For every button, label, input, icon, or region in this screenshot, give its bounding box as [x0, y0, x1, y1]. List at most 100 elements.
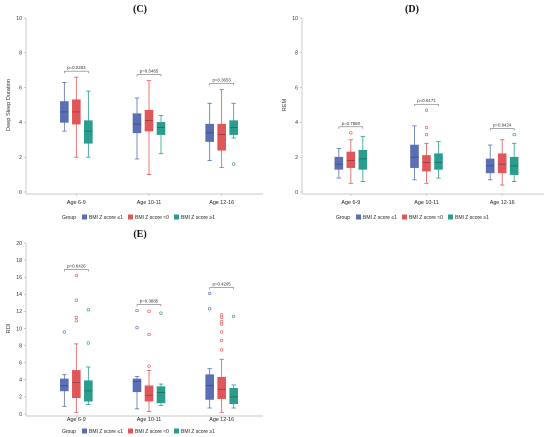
box-1 [334, 148, 344, 179]
box-3 [156, 115, 166, 155]
p-value-bracket [414, 103, 439, 107]
y-tick-label: 4 [19, 378, 22, 384]
x-tick-label: Age 10-11 [414, 200, 438, 206]
y-tick-label: 8 [19, 51, 22, 57]
legend-swatch [356, 214, 361, 220]
p-value-bracket [64, 269, 89, 272]
outlier-point [220, 338, 224, 343]
p-value-label: p=0.3885 [140, 299, 159, 304]
p-value-bracket [209, 83, 234, 86]
box-body [358, 149, 368, 170]
box-2 [144, 309, 154, 412]
panel-title: (D) [405, 4, 419, 15]
box-body [217, 123, 226, 151]
legend-label: BMI Z score ≈0 [135, 215, 169, 221]
p-value-bracket [136, 74, 162, 77]
outlier-point [62, 330, 66, 334]
legend-title: Group [336, 215, 350, 221]
box-2 [72, 76, 81, 158]
panel-d: (D) 0 2 4 6 8 10 REM Age 6-9 p=0.7660 Age 10-11 p=0… [282, 4, 544, 221]
y-tick-label: 10 [292, 16, 298, 22]
box-body [132, 378, 142, 393]
box-2 [346, 131, 356, 184]
outlier-point [135, 308, 139, 313]
box-body [60, 378, 69, 392]
outlier-point [135, 326, 139, 330]
x-tick-label: Age 6-9 [67, 200, 86, 206]
p-value-label: p=0.6426 [67, 263, 86, 268]
y-tick-label: 4 [19, 120, 22, 126]
outlier-point [220, 315, 224, 319]
outlier-point [232, 162, 236, 166]
box-1 [132, 97, 142, 160]
y-tick-label: 12 [16, 309, 22, 315]
x-tick-label: Age 12-16 [209, 200, 234, 206]
outlier-point [74, 319, 78, 323]
y-tick-label: 0 [19, 190, 22, 196]
box-3 [84, 90, 93, 158]
y-tick-label: 6 [19, 361, 22, 367]
legend-label: BMI Z score ≤1 [89, 429, 123, 435]
legend-title: Group [62, 429, 76, 435]
y-tick-label: 8 [19, 343, 22, 349]
outlier-point [232, 314, 236, 319]
box-body [72, 370, 81, 399]
box-body [334, 156, 344, 170]
box-1 [205, 291, 214, 409]
outlier-point [220, 348, 224, 352]
box-3 [84, 308, 93, 405]
panel-title: (C) [133, 4, 147, 15]
box-1 [60, 330, 69, 407]
p-value-label: p=0.4295 [212, 281, 231, 286]
outlier-point [349, 131, 353, 135]
legend-label: BMI Z score ≥1 [181, 215, 215, 221]
box-body [156, 122, 166, 135]
box-body [84, 120, 93, 144]
y-tick-label: 6 [19, 85, 22, 91]
y-tick-label: 16 [16, 275, 22, 281]
legend-swatch [82, 428, 87, 434]
outlier-point [424, 126, 429, 130]
y-tick-label: 2 [19, 155, 22, 161]
p-value-label: p=0.9424 [493, 123, 512, 128]
legend-label: BMI Z score ≈0 [135, 429, 169, 435]
y-tick-label: 20 [16, 241, 22, 247]
legend-label: BMI Z score ≤1 [89, 215, 123, 221]
p-value-label: p=0.5465 [140, 69, 159, 74]
box-2 [217, 88, 226, 169]
outlier-point [220, 320, 224, 324]
box-3 [358, 135, 368, 182]
legend-swatch [402, 214, 407, 220]
y-axis-title: Deep Sleep Duration [6, 79, 12, 131]
y-tick-label: 0 [295, 190, 298, 196]
x-tick-label: Age 6-9 [67, 417, 86, 423]
y-tick-label: 2 [19, 395, 22, 401]
outlier-point [86, 308, 90, 312]
x-tick-label: Age 10-11 [137, 417, 161, 423]
y-tick-label: 14 [16, 292, 22, 298]
panel-e: (E) 0 2 4 6 8 10 12 14 16 18 20 RDI Age 6-9 p=0.6426 Ag… [6, 229, 263, 435]
y-tick-label: 2 [295, 155, 298, 161]
p-value-label: p=0.7660 [342, 121, 361, 126]
outlier-point [74, 298, 78, 302]
box-body [205, 374, 214, 400]
outlier-point [208, 307, 212, 311]
box-2 [422, 108, 431, 184]
legend-swatch [174, 428, 179, 434]
box-3 [229, 102, 238, 166]
box-3 [156, 311, 166, 406]
y-tick-label: 8 [295, 51, 298, 57]
x-tick-label: Age 10-11 [137, 200, 161, 206]
legend-label: BMI Z score ≥1 [181, 429, 215, 435]
outlier-point [220, 330, 224, 334]
box-body [497, 153, 507, 174]
p-value-bracket [209, 287, 234, 290]
outlier-point [74, 315, 78, 319]
box-1 [485, 144, 495, 181]
y-tick-label: 10 [16, 16, 22, 22]
outlier-point [220, 322, 224, 326]
p-value-bracket [489, 128, 515, 131]
box-1 [410, 125, 419, 181]
legend-label: BMI Z score ≤1 [363, 215, 397, 221]
